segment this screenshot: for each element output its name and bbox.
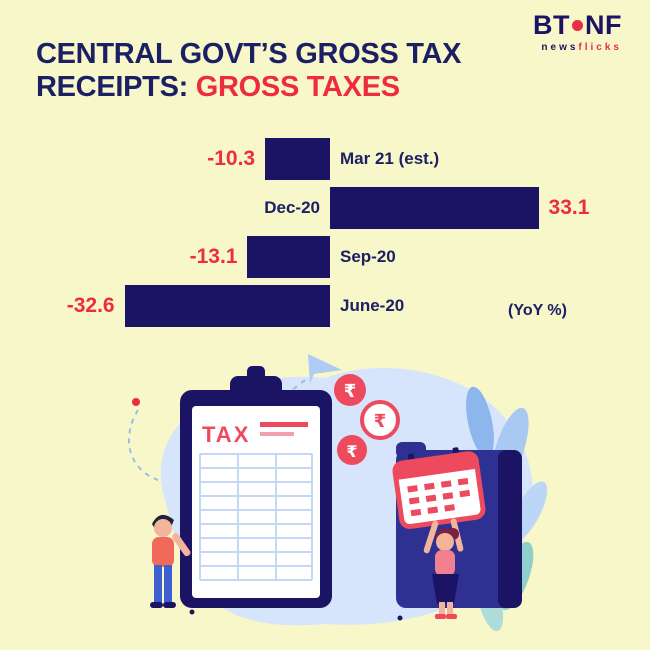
calendar <box>392 447 486 529</box>
unit-note: (YoY %) <box>508 302 567 319</box>
logo-dot-icon <box>572 20 583 31</box>
bar-row-june-20: -32.6 June-20 <box>0 285 650 327</box>
person-right <box>423 518 464 619</box>
dashed-swirl <box>128 409 159 481</box>
bar-mar-21-est <box>265 138 330 180</box>
logo-nf: NF <box>585 10 622 40</box>
bar-row-sep-20: -13.1 Sep-20 <box>0 236 650 278</box>
logo-tagline-flicks: flicks <box>578 42 622 53</box>
rupee-symbol: ₹ <box>344 381 357 402</box>
rupee-symbol: ₹ <box>374 411 387 432</box>
value-label-dec-20: 33.1 <box>548 196 590 219</box>
person-left <box>150 514 191 608</box>
clipboard: TAX <box>180 366 332 608</box>
bar-row-mar-21-est: -10.3 Mar 21 (est.) <box>0 138 650 180</box>
page-title: CENTRAL GOVT’S GROSS TAX RECEIPTS: GROSS… <box>36 38 516 104</box>
tax-label: TAX <box>202 422 250 447</box>
title-line-2-highlight: GROSS TAXES <box>195 71 400 104</box>
logo-tagline: newsflicks <box>533 42 622 53</box>
ground-dot <box>189 609 195 615</box>
red-dot <box>132 398 140 406</box>
title-line-2-prefix: RECEIPTS: <box>36 71 196 104</box>
value-label-june-20: -32.6 <box>66 294 115 317</box>
category-label-june-20: June-20 <box>340 296 405 315</box>
btnf-logo: BT NF newsflicks <box>533 12 622 54</box>
bar-chart: (YoY %) -10.3 Mar 21 (est.) 33.1 Dec-20 -13.… <box>0 138 650 353</box>
ledger-grid <box>199 453 313 581</box>
illustration: TAX ₹ <box>128 354 548 632</box>
logo-bt: BT <box>533 10 570 40</box>
title-line-1: CENTRAL GOVT’S GROSS TAX <box>36 38 462 70</box>
logo-tagline-news: news <box>541 42 579 53</box>
category-label-sep-20: Sep-20 <box>340 247 396 266</box>
bar-dec-20 <box>330 187 539 229</box>
category-label-mar-21-est: Mar 21 (est.) <box>340 149 440 168</box>
logo-wordmark: BT NF <box>533 12 622 39</box>
value-label-mar-21-est: -10.3 <box>207 147 256 170</box>
bar-june-20 <box>124 285 330 327</box>
rupee-symbol: ₹ <box>346 442 357 461</box>
calendar-grid <box>407 478 471 517</box>
bar-sep-20 <box>247 236 330 278</box>
ground-dot <box>397 615 403 621</box>
title-line-2: RECEIPTS: GROSS TAXES <box>36 71 516 104</box>
bar-row-dec-20: 33.1 Dec-20 <box>0 187 650 229</box>
rupee-coins: ₹ ₹ ₹ <box>334 374 400 465</box>
value-label-sep-20: -13.1 <box>189 245 238 268</box>
category-label-dec-20: Dec-20 <box>264 198 320 217</box>
